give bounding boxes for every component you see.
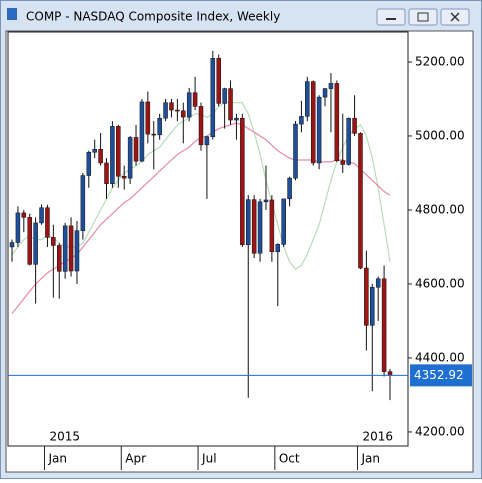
candle-body — [216, 58, 221, 104]
window-buttons[interactable] — [376, 8, 470, 26]
candle-body — [240, 117, 245, 245]
candle-body — [358, 133, 363, 269]
candle-body — [39, 207, 44, 224]
candle-body — [21, 212, 27, 218]
candle-body — [328, 83, 334, 89]
maximize-icon — [417, 12, 429, 22]
candle-body — [251, 199, 257, 254]
plot-frame — [7, 31, 409, 447]
candle-body — [145, 101, 151, 135]
window-title: COMP - NASDAQ Composite Index, Weekly — [26, 10, 280, 24]
candle-body — [33, 222, 38, 265]
app-icon — [7, 8, 17, 20]
x-tick-label: Jan — [361, 452, 381, 466]
y-tick-label: 4600.00 — [415, 276, 465, 290]
candle-body — [110, 126, 115, 184]
candle-body — [139, 101, 145, 162]
candle-body — [275, 244, 281, 253]
candle-body — [340, 160, 345, 165]
candle-body — [169, 102, 174, 111]
candle-body — [204, 136, 210, 146]
candle-body — [334, 83, 340, 162]
candle-body — [281, 198, 286, 245]
candle-body — [352, 117, 357, 134]
candle-body — [157, 117, 162, 136]
candle-body — [186, 92, 192, 118]
candle-body — [51, 237, 56, 246]
x-tick-label: Jul — [201, 452, 216, 466]
candle-body — [175, 109, 180, 112]
y-tick-label: 4400.00 — [415, 350, 465, 364]
year-label: 2016 — [362, 430, 393, 444]
close-icon — [450, 12, 460, 22]
candle-body — [316, 96, 322, 164]
candle-body — [116, 126, 121, 177]
candle-body — [15, 212, 21, 243]
minimize-button[interactable] — [376, 8, 406, 26]
candle-body — [310, 81, 316, 164]
plot: 4200.00 4400.00 4600.00 4800.00 5000.00 5200.… — [8, 50, 472, 470]
candle-body — [228, 88, 233, 121]
candle-body — [257, 201, 263, 254]
candle-body — [45, 207, 50, 238]
candle-body — [86, 151, 92, 176]
candle-body — [192, 92, 198, 107]
candle-body — [104, 162, 109, 184]
x-tick-label: Jan — [47, 452, 67, 466]
candle-body — [121, 176, 127, 179]
candle-body — [57, 245, 62, 272]
candle-body — [181, 110, 186, 118]
candle-body — [127, 137, 133, 179]
candle-body — [133, 137, 139, 162]
candle-body — [263, 199, 269, 203]
candle-body — [381, 278, 387, 372]
candle-body — [305, 81, 310, 117]
candle-body — [269, 199, 275, 253]
x-tick-label: Apr — [125, 452, 146, 466]
x-tick-label: Oct — [279, 452, 300, 466]
year-label: 2015 — [49, 430, 80, 444]
maximize-button[interactable] — [408, 8, 438, 26]
candle-body — [98, 149, 103, 164]
candle-body — [375, 278, 381, 288]
candle-body — [9, 242, 15, 248]
candle-body — [27, 217, 32, 265]
candle-body — [210, 58, 216, 137]
candle-body — [346, 117, 351, 165]
candle-body — [287, 177, 292, 200]
candle-body — [293, 123, 298, 179]
candle-body — [387, 371, 393, 376]
candle-body — [151, 133, 156, 136]
y-tick-label: 5200.00 — [415, 54, 465, 68]
candle-body — [198, 106, 204, 146]
candle-body — [299, 116, 304, 125]
last-price-label: 4352.92 — [414, 368, 464, 382]
candle-body — [68, 225, 74, 272]
candle-body — [163, 102, 168, 119]
candle-body — [364, 267, 369, 326]
y-tick-label: 4800.00 — [415, 202, 465, 216]
minimize-icon — [386, 18, 396, 20]
candle-body — [370, 287, 375, 326]
y-tick-label: 5000.00 — [415, 128, 465, 142]
candle-body — [222, 88, 227, 104]
y-tick-label: 4200.00 — [415, 424, 465, 438]
candle-body — [322, 88, 328, 98]
candle-body — [80, 175, 86, 231]
candle-body — [234, 117, 239, 121]
candle-body — [246, 199, 251, 245]
candle-body — [62, 225, 68, 272]
last-price-box — [410, 364, 472, 387]
candle-body — [92, 149, 97, 153]
candle-body — [74, 230, 80, 272]
